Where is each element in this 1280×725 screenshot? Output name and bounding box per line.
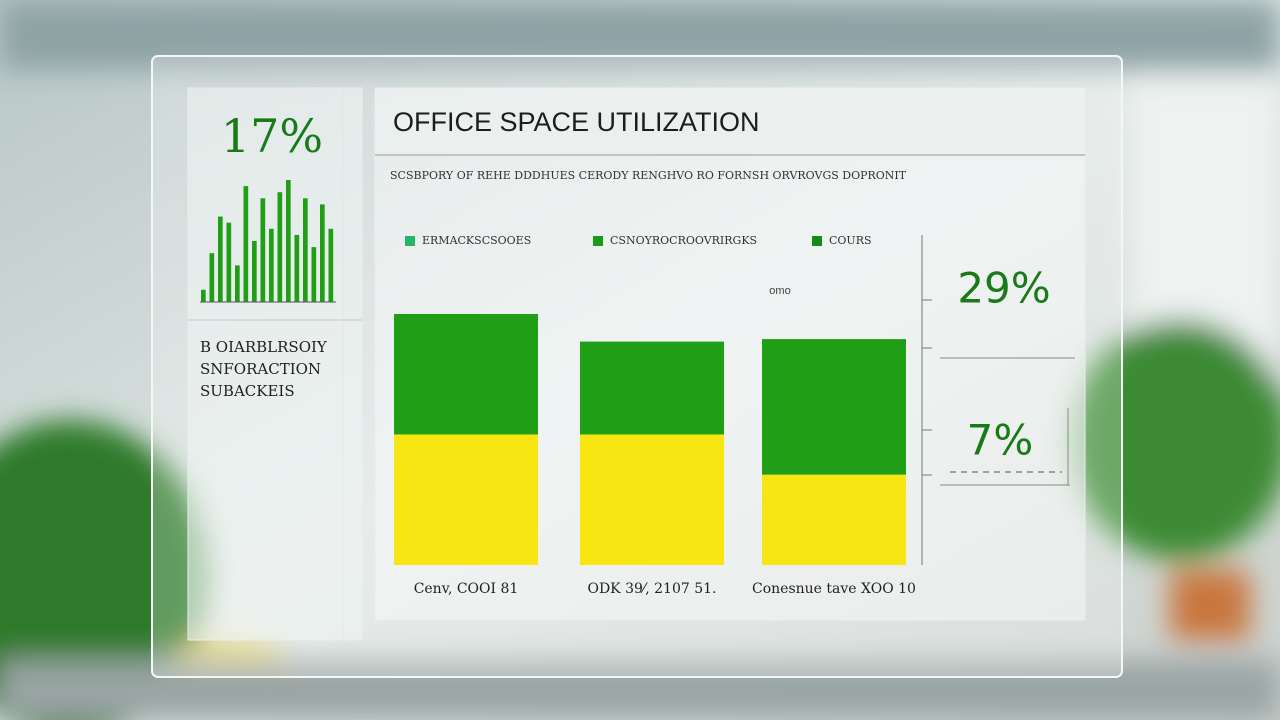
spark-bar: [269, 228, 274, 302]
bar-segment: [762, 474, 906, 565]
spark-bar: [320, 204, 325, 302]
spark-bar: [243, 186, 249, 302]
legend-label: ERMACKSCSOOES: [422, 234, 531, 247]
spark-bar: [209, 253, 215, 302]
legend-label: COURS: [829, 234, 872, 247]
kpi: 7%: [967, 416, 1034, 465]
kpi: 29%: [957, 264, 1050, 313]
spark-bar: [311, 247, 317, 302]
legend-swatch: [405, 236, 415, 246]
caption: SNFORACTION: [200, 360, 321, 378]
legend-swatch: [593, 236, 603, 246]
spark-bar: [201, 289, 206, 302]
spark-bar: [294, 234, 300, 302]
bar-segment: [394, 434, 538, 565]
x-tick-label: Conesnue tave XOO 10: [752, 581, 916, 597]
spark-bar: [252, 241, 257, 302]
spark-bar: [235, 265, 240, 302]
bar-segment: [580, 434, 724, 565]
spark-bar: [303, 198, 308, 302]
chart-title: OFFICE SPACE UTILIZATION: [393, 107, 760, 137]
small-label: omo: [769, 285, 790, 297]
caption: SUBACKEIS: [200, 382, 295, 400]
x-tick-label: Cenv, COOI 81: [414, 581, 519, 597]
x-tick-label: ODK 39⁄, 2107 51.: [587, 581, 716, 597]
bar-segment: [580, 341, 724, 435]
spark-bar: [328, 228, 334, 302]
title-band: [375, 88, 1085, 155]
bar-segment: [394, 314, 538, 435]
legend-label: CSNOYROCROOVRIRGKS: [610, 234, 757, 247]
chart-subtitle: SCSBPORY OF REHE DDDHUES CERODY RENGHVO …: [390, 169, 907, 182]
left-panel: [187, 87, 363, 641]
bar-segment: [762, 339, 906, 475]
kpi: 17%: [221, 109, 323, 163]
spark-bar: [260, 198, 266, 302]
spark-bar: [218, 216, 223, 302]
caption: B OIARBLRSOIY: [200, 338, 328, 356]
spark-bar: [277, 192, 283, 302]
spark-bar: [286, 180, 291, 302]
legend-swatch: [812, 236, 822, 246]
spark-bar: [226, 222, 232, 302]
